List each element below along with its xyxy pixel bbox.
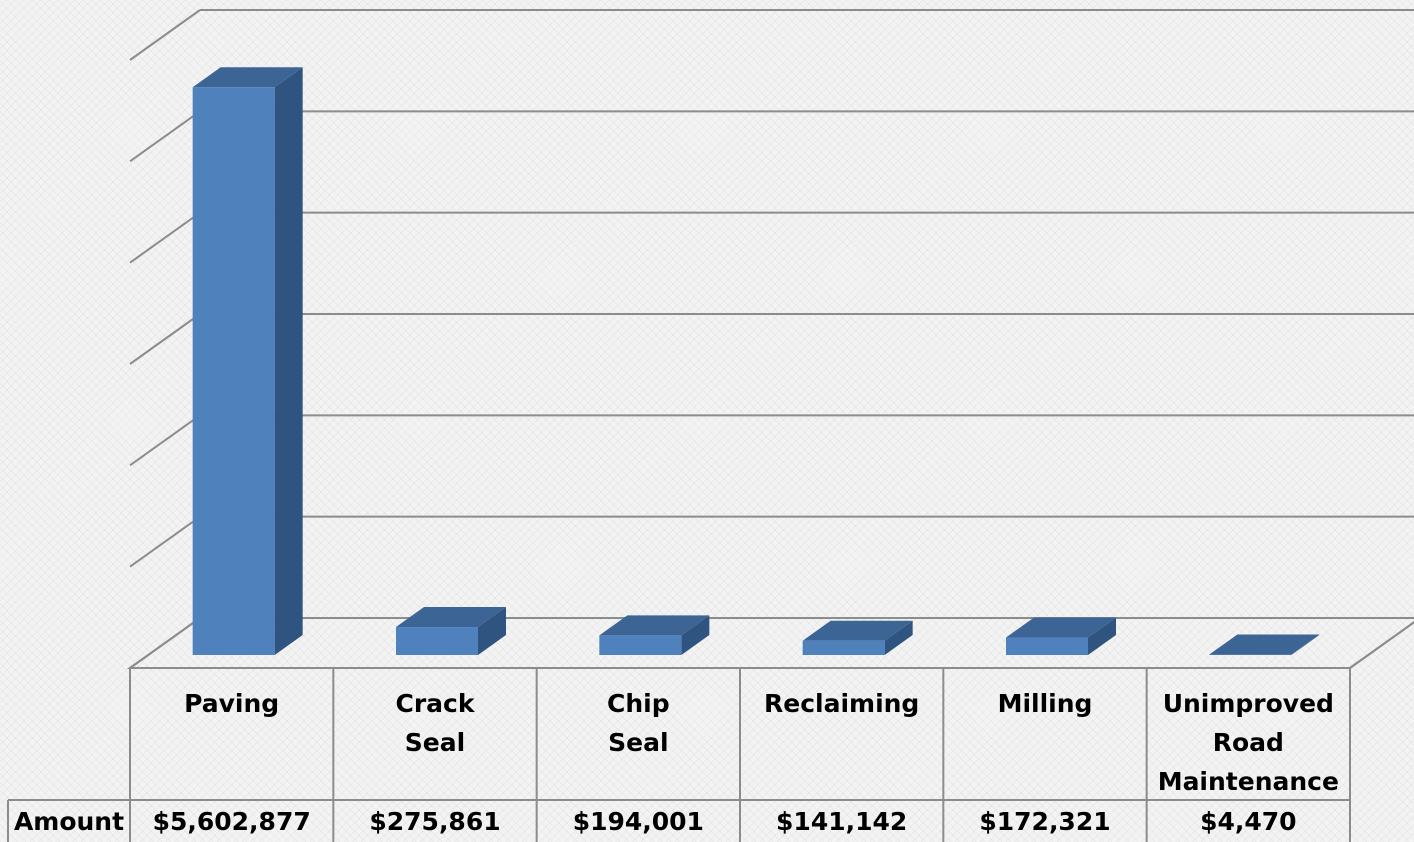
bar-top: [1006, 617, 1116, 638]
category-cell: Paving: [130, 668, 333, 800]
bar-side: [1291, 634, 1320, 655]
value-label: $172,321: [979, 806, 1111, 836]
side-grid-line: [129, 515, 201, 568]
bar: [1006, 637, 1088, 655]
category-cell: Milling: [943, 668, 1146, 800]
value-label: $194,001: [572, 806, 704, 836]
bar-side: [274, 67, 303, 655]
category-label: Crack Seal: [395, 689, 475, 757]
table-line: [1349, 621, 1414, 669]
category-cell: Reclaiming: [740, 668, 943, 800]
value-label: $141,142: [776, 806, 908, 836]
bar-top: [1209, 634, 1320, 655]
side-grid-line: [129, 313, 201, 365]
value-label: $275,861: [369, 806, 501, 836]
bar-top: [396, 607, 506, 628]
category-label: Milling: [997, 689, 1093, 718]
category-cell: Crack Seal: [333, 668, 536, 800]
series-name: Amount: [13, 806, 125, 836]
bar: [802, 640, 885, 655]
value-label: $5,602,877: [152, 806, 311, 836]
side-grid-line: [129, 110, 201, 163]
bar: [599, 635, 682, 655]
value-label: $4,470: [1200, 806, 1297, 836]
bar-top: [802, 620, 913, 641]
category-label: Chip Seal: [607, 689, 670, 757]
category-label: Reclaiming: [763, 689, 920, 718]
bar: [396, 627, 478, 655]
side-grid-line: [129, 211, 201, 264]
category-cell: Chip Seal: [537, 668, 740, 800]
bar-side: [1088, 617, 1116, 655]
bar: [192, 87, 275, 655]
category-label: Paving: [184, 689, 280, 718]
category-cell: Unimproved Road Maintenance: [1147, 668, 1350, 800]
side-grid-line: [129, 9, 201, 61]
bar-top: [192, 67, 303, 88]
bar-side: [478, 607, 506, 655]
bar-side: [681, 615, 710, 655]
bar-top: [599, 615, 710, 636]
side-grid-line: [129, 414, 201, 467]
bar-side: [884, 620, 913, 655]
category-label: Unimproved Road Maintenance: [1157, 689, 1339, 796]
floor: [126, 617, 1414, 669]
